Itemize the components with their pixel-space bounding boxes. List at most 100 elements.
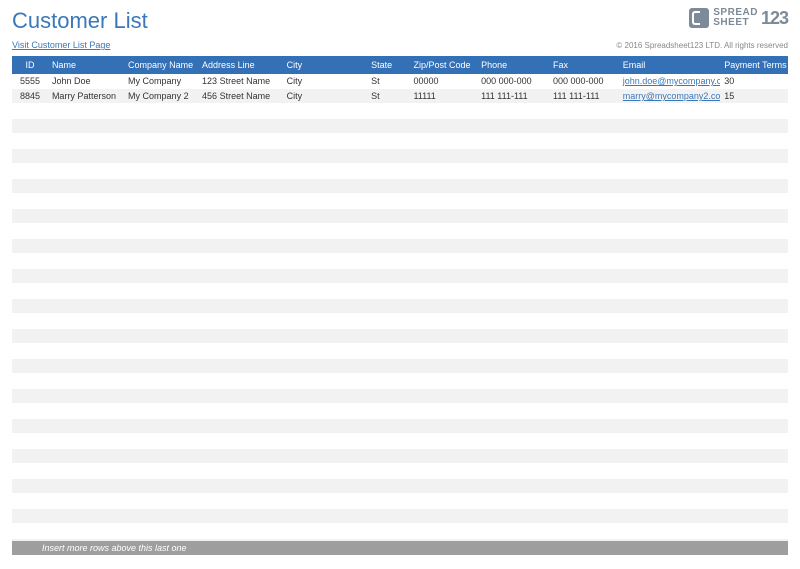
empty-cell — [409, 479, 477, 494]
empty-cell — [367, 329, 409, 344]
empty-cell — [12, 149, 48, 164]
empty-cell — [48, 389, 124, 404]
empty-cell — [12, 329, 48, 344]
footer-hint-text: Insert more rows above this last one — [42, 543, 187, 553]
empty-cell — [549, 179, 619, 194]
empty-cell — [48, 194, 124, 209]
empty-cell — [409, 239, 477, 254]
empty-cell — [477, 254, 549, 269]
cell-address: 456 Street Name — [198, 89, 283, 104]
empty-cell — [48, 209, 124, 224]
table-row — [12, 224, 788, 239]
empty-cell — [124, 149, 198, 164]
empty-cell — [283, 254, 368, 269]
empty-cell — [549, 419, 619, 434]
empty-cell — [477, 434, 549, 449]
empty-cell — [124, 224, 198, 239]
empty-cell — [477, 284, 549, 299]
empty-cell — [367, 419, 409, 434]
empty-cell — [720, 194, 788, 209]
empty-cell — [549, 374, 619, 389]
empty-cell — [549, 494, 619, 509]
empty-cell — [477, 314, 549, 329]
empty-cell — [198, 104, 283, 119]
empty-cell — [477, 134, 549, 149]
empty-cell — [12, 104, 48, 119]
empty-cell — [619, 224, 720, 239]
empty-cell — [283, 239, 368, 254]
empty-cell — [720, 509, 788, 524]
empty-cell — [367, 284, 409, 299]
empty-cell — [283, 149, 368, 164]
empty-cell — [283, 374, 368, 389]
empty-cell — [549, 434, 619, 449]
empty-cell — [549, 479, 619, 494]
empty-cell — [48, 269, 124, 284]
empty-cell — [367, 359, 409, 374]
empty-cell — [48, 554, 124, 569]
customer-table: IDNameCompany NameAddress LineCityStateZ… — [12, 56, 788, 569]
empty-cell — [283, 404, 368, 419]
empty-cell — [367, 119, 409, 134]
empty-cell — [12, 164, 48, 179]
empty-cell — [12, 404, 48, 419]
empty-cell — [367, 209, 409, 224]
empty-cell — [124, 284, 198, 299]
empty-cell — [549, 209, 619, 224]
empty-cell — [12, 194, 48, 209]
empty-cell — [12, 494, 48, 509]
empty-cell — [720, 179, 788, 194]
empty-cell — [367, 434, 409, 449]
empty-cell — [198, 314, 283, 329]
empty-cell — [720, 254, 788, 269]
cell-fax: 111 111-111 — [549, 89, 619, 104]
empty-cell — [549, 104, 619, 119]
empty-cell — [124, 479, 198, 494]
empty-cell — [48, 494, 124, 509]
empty-cell — [477, 119, 549, 134]
empty-cell — [367, 269, 409, 284]
empty-cell — [198, 404, 283, 419]
empty-cell — [12, 254, 48, 269]
empty-cell — [549, 554, 619, 569]
empty-cell — [124, 194, 198, 209]
table-row — [12, 284, 788, 299]
empty-cell — [12, 524, 48, 539]
email-link[interactable]: john.doe@mycompany.co — [623, 76, 720, 86]
empty-cell — [720, 464, 788, 479]
table-row — [12, 434, 788, 449]
empty-cell — [48, 524, 124, 539]
empty-cell — [198, 329, 283, 344]
email-link[interactable]: marry@mycompany2.con — [623, 91, 720, 101]
empty-cell — [367, 404, 409, 419]
empty-cell — [720, 344, 788, 359]
empty-cell — [619, 299, 720, 314]
empty-cell — [367, 479, 409, 494]
empty-cell — [283, 284, 368, 299]
empty-cell — [477, 224, 549, 239]
empty-cell — [549, 509, 619, 524]
empty-cell — [409, 449, 477, 464]
column-header: State — [367, 56, 409, 74]
empty-cell — [409, 299, 477, 314]
empty-cell — [48, 149, 124, 164]
cell-id: 5555 — [12, 74, 48, 89]
empty-cell — [409, 494, 477, 509]
empty-cell — [367, 134, 409, 149]
empty-cell — [549, 389, 619, 404]
copyright-text: © 2016 Spreadsheet123 LTD. All rights re… — [616, 41, 788, 50]
empty-cell — [48, 479, 124, 494]
empty-cell — [124, 464, 198, 479]
empty-cell — [619, 434, 720, 449]
empty-cell — [477, 464, 549, 479]
empty-cell — [198, 209, 283, 224]
empty-cell — [367, 449, 409, 464]
empty-cell — [12, 389, 48, 404]
empty-cell — [619, 314, 720, 329]
empty-cell — [124, 314, 198, 329]
table-row — [12, 134, 788, 149]
visit-customer-list-link[interactable]: Visit Customer List Page — [12, 40, 110, 50]
empty-cell — [720, 284, 788, 299]
empty-cell — [12, 119, 48, 134]
empty-cell — [720, 269, 788, 284]
